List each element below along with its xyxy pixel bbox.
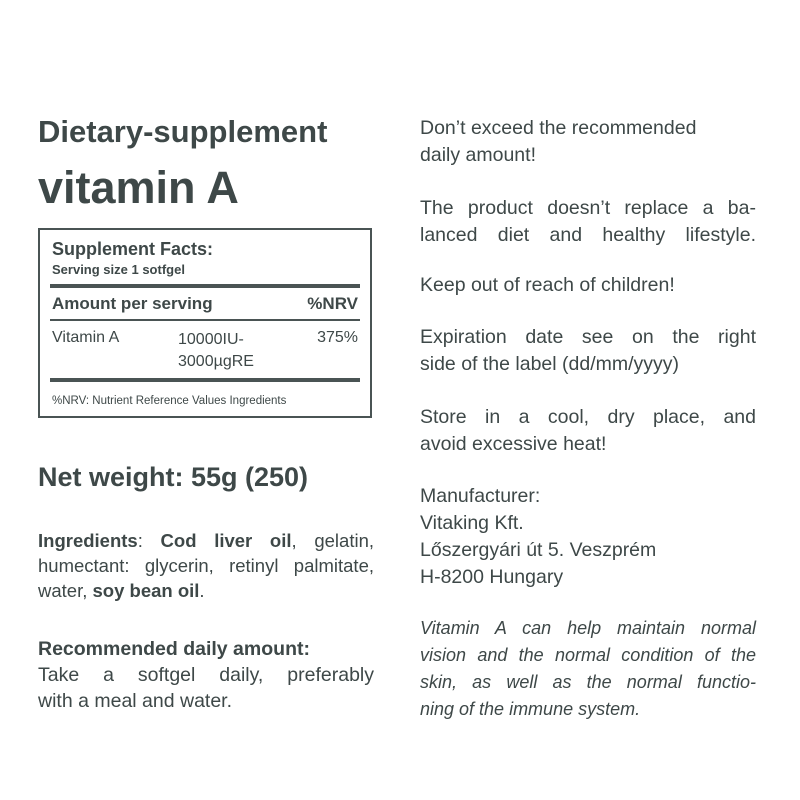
warning-diet: The product doesn’t replace a ba- lanced… xyxy=(420,195,756,249)
amount-line: 10000IU- xyxy=(178,331,244,348)
text-line: avoid excessive heat! xyxy=(420,433,607,455)
text-line: Lőszergyári út 5. Veszprém xyxy=(420,539,657,561)
nutrient-name: Vitamin A xyxy=(52,329,120,346)
nutrient-nrv: 375% xyxy=(317,329,358,346)
text-line: Store in a cool, dry place, and xyxy=(420,406,756,428)
recommended-text: Take a softgel daily, preferably xyxy=(38,664,374,686)
text-line: Don’t exceed the recommended xyxy=(420,117,697,139)
text-line: Vitaking Kft. xyxy=(420,512,524,534)
supplement-facts-box: Supplement Facts: Serving size 1 sotfgel… xyxy=(38,228,372,418)
text-line: The product doesn’t replace a ba- xyxy=(420,197,756,219)
nrv-header: %NRV xyxy=(307,294,358,313)
sep: : xyxy=(137,530,161,551)
text-line: skin, as well as the normal functio- xyxy=(420,672,756,692)
storage-note: Store in a cool, dry place, and avoid ex… xyxy=(420,404,756,458)
product-name: vitamin A xyxy=(38,162,239,213)
divider xyxy=(50,319,360,321)
serving-size: Serving size 1 sotfgel xyxy=(52,262,185,277)
amount-line: 3000µgRE xyxy=(178,353,254,370)
recommended-daily: Recommended daily amount: Take a softgel… xyxy=(38,636,374,714)
ingredient-bold: Cod liver oil xyxy=(160,530,292,551)
text-line: Manufacturer: xyxy=(420,485,541,507)
ingredient-text: , gelatin, xyxy=(291,530,374,551)
text-line: Expiration date see on the right xyxy=(420,326,756,348)
text-line: Vitamin A can help maintain normal xyxy=(420,618,756,638)
text-line: Keep out of reach of children! xyxy=(420,274,675,296)
expiration-note: Expiration date see on the right side of… xyxy=(420,324,756,378)
facts-footnote: %NRV: Nutrient Reference Values Ingredie… xyxy=(52,395,287,407)
recommended-heading: Recommended daily amount: xyxy=(38,638,310,660)
manufacturer: Manufacturer: Vitaking Kft. Lőszergyári … xyxy=(420,483,756,591)
ingredient-bold: soy bean oil xyxy=(92,580,200,601)
warning-children: Keep out of reach of children! xyxy=(420,272,756,299)
text-line: side of the label (dd/mm/yyyy) xyxy=(420,353,680,375)
ingredients: Ingredients: Cod liver oil, gelatin, hum… xyxy=(38,528,374,603)
recommended-text: with a meal and water. xyxy=(38,690,233,712)
health-claim: Vitamin A can help maintain normal visio… xyxy=(420,615,756,723)
divider xyxy=(50,284,360,288)
text-line: vision and the normal condition of the xyxy=(420,645,756,665)
text-line: ning of the immune system. xyxy=(420,699,641,719)
ingredient-text: humectant: glycerin, retinyl palmitate, xyxy=(38,555,374,576)
nutrient-amount: 10000IU- 3000µgRE xyxy=(178,329,254,373)
divider xyxy=(50,378,360,382)
text-line: daily amount! xyxy=(420,144,536,166)
amount-header: Amount per serving xyxy=(52,294,213,313)
ingredient-text: . xyxy=(199,580,205,601)
net-weight: Net weight: 55g (250) xyxy=(38,462,309,492)
warning-exceed: Don’t exceed the recommended daily amoun… xyxy=(420,115,756,169)
text-line: H-8200 Hungary xyxy=(420,566,564,588)
facts-heading: Supplement Facts: xyxy=(52,239,214,259)
ingredients-label: Ingredients xyxy=(38,530,138,551)
ingredient-text: water, xyxy=(38,580,93,601)
text-line: lanced diet and healthy lifestyle. xyxy=(420,224,756,246)
title-line1: Dietary-supplement xyxy=(38,114,328,149)
